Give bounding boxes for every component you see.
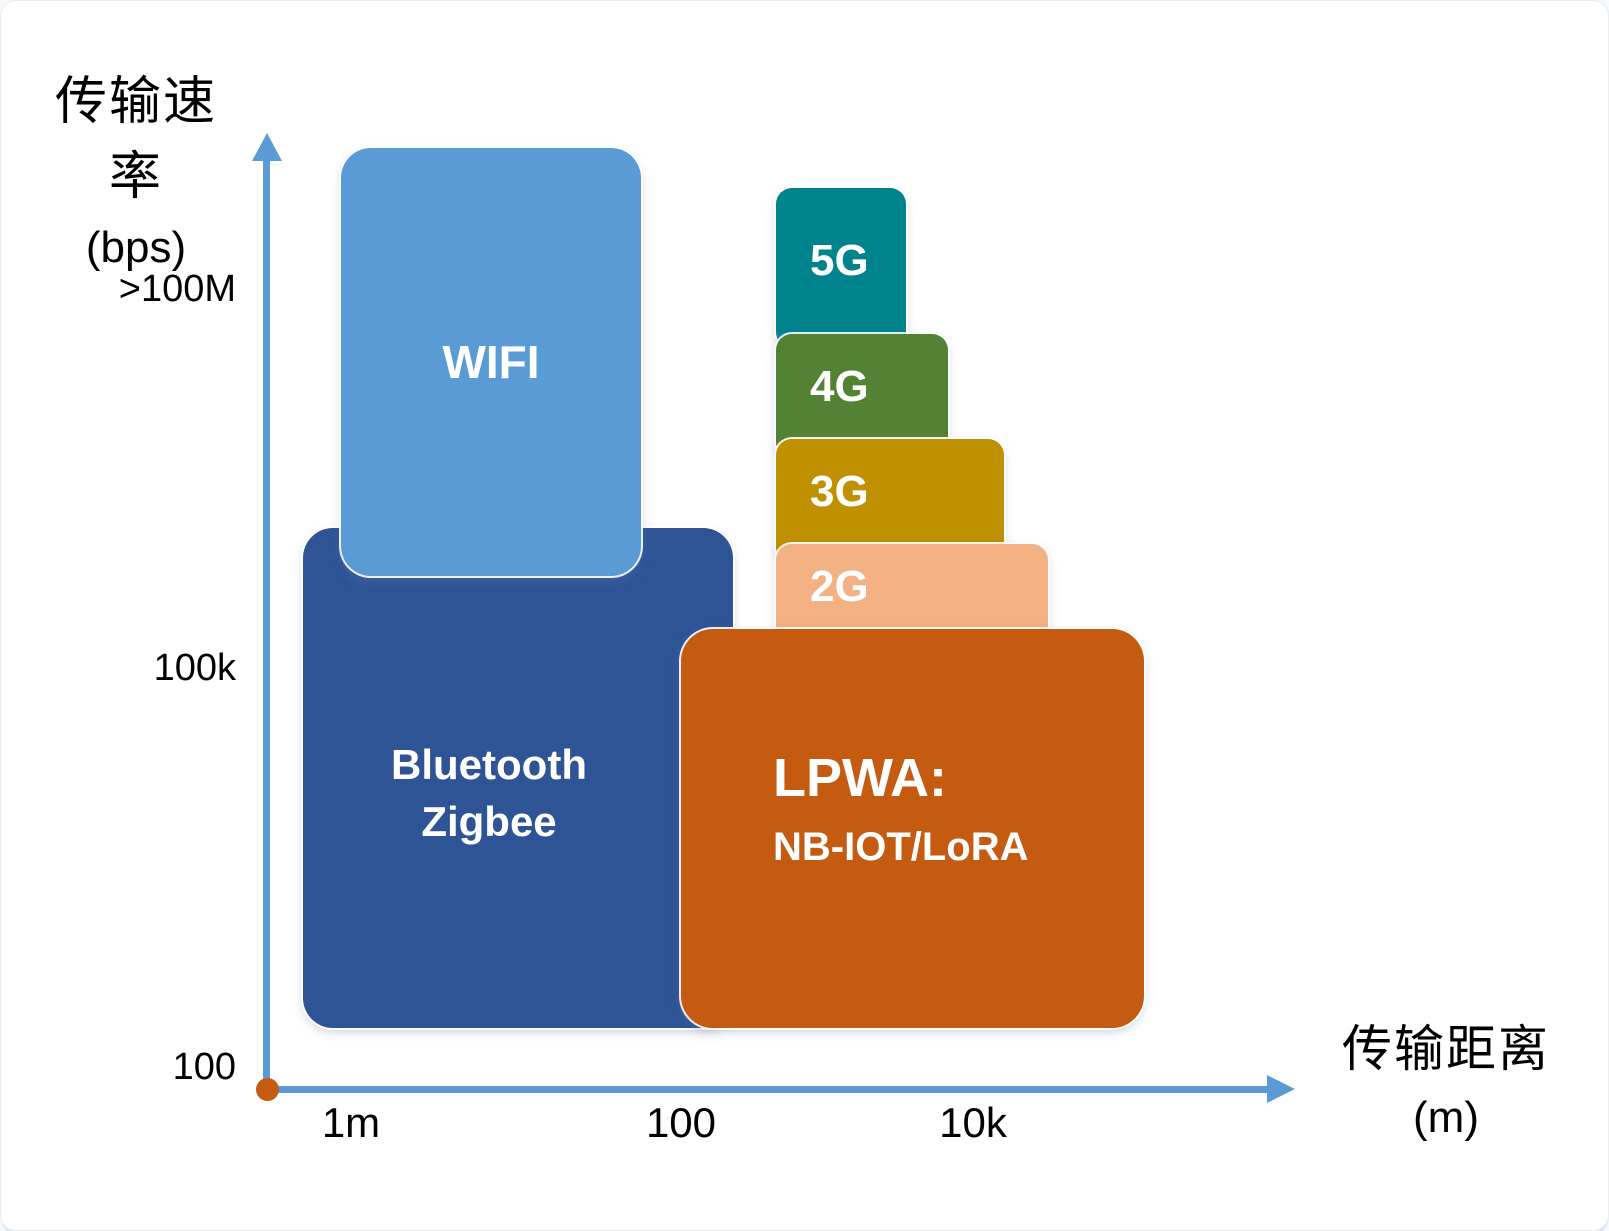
lpwa-sublabel: NB-IOT/LoRA xyxy=(773,825,1029,869)
2g-label: 2G xyxy=(810,561,869,611)
x-tick-100: 100 xyxy=(645,1099,717,1146)
y-axis-title-text: 传输速率 xyxy=(54,73,217,206)
zigbee-label: Zigbee xyxy=(421,798,557,845)
y-axis-unit: (bps) xyxy=(85,223,187,272)
wifi-label: WIFI xyxy=(442,336,540,388)
y-axis-title: 传输速率 (bps) xyxy=(31,59,241,273)
y-axis-line xyxy=(263,157,270,1093)
x-axis-arrow-icon xyxy=(1267,1075,1295,1103)
4g-box: 4G xyxy=(776,334,948,459)
3g-label: 3G xyxy=(810,466,869,516)
y-tick-100k: 100k xyxy=(153,647,236,689)
x-axis-title-text: 传输距离 xyxy=(1342,1021,1550,1077)
y-tick-100M: >100M xyxy=(118,268,236,310)
x-axis-line xyxy=(257,1086,1271,1093)
wifi-box: WIFI xyxy=(341,148,641,576)
bluetooth-label: Bluetooth xyxy=(391,741,587,788)
y-axis-arrow-icon xyxy=(252,133,282,161)
3g-box: 3G xyxy=(776,439,1004,564)
5g-box: 5G xyxy=(776,188,906,348)
lpwa-box: LPWA: NB-IOT/LoRA xyxy=(681,629,1144,1028)
lpwa-label: LPWA: xyxy=(773,748,947,808)
4g-label: 4G xyxy=(810,361,869,411)
y-tick-100: 100 xyxy=(172,1046,236,1088)
origin-dot xyxy=(256,1078,279,1101)
x-axis-title: 传输距离 (m) xyxy=(1331,1009,1561,1143)
x-axis-unit: (m) xyxy=(1413,1093,1479,1142)
bluetooth-zigbee-box: Bluetooth Zigbee xyxy=(303,528,733,1028)
x-tick-1m: 1m xyxy=(321,1099,381,1146)
5g-label: 5G xyxy=(810,236,869,285)
x-tick-10k: 10k xyxy=(939,1099,1007,1146)
